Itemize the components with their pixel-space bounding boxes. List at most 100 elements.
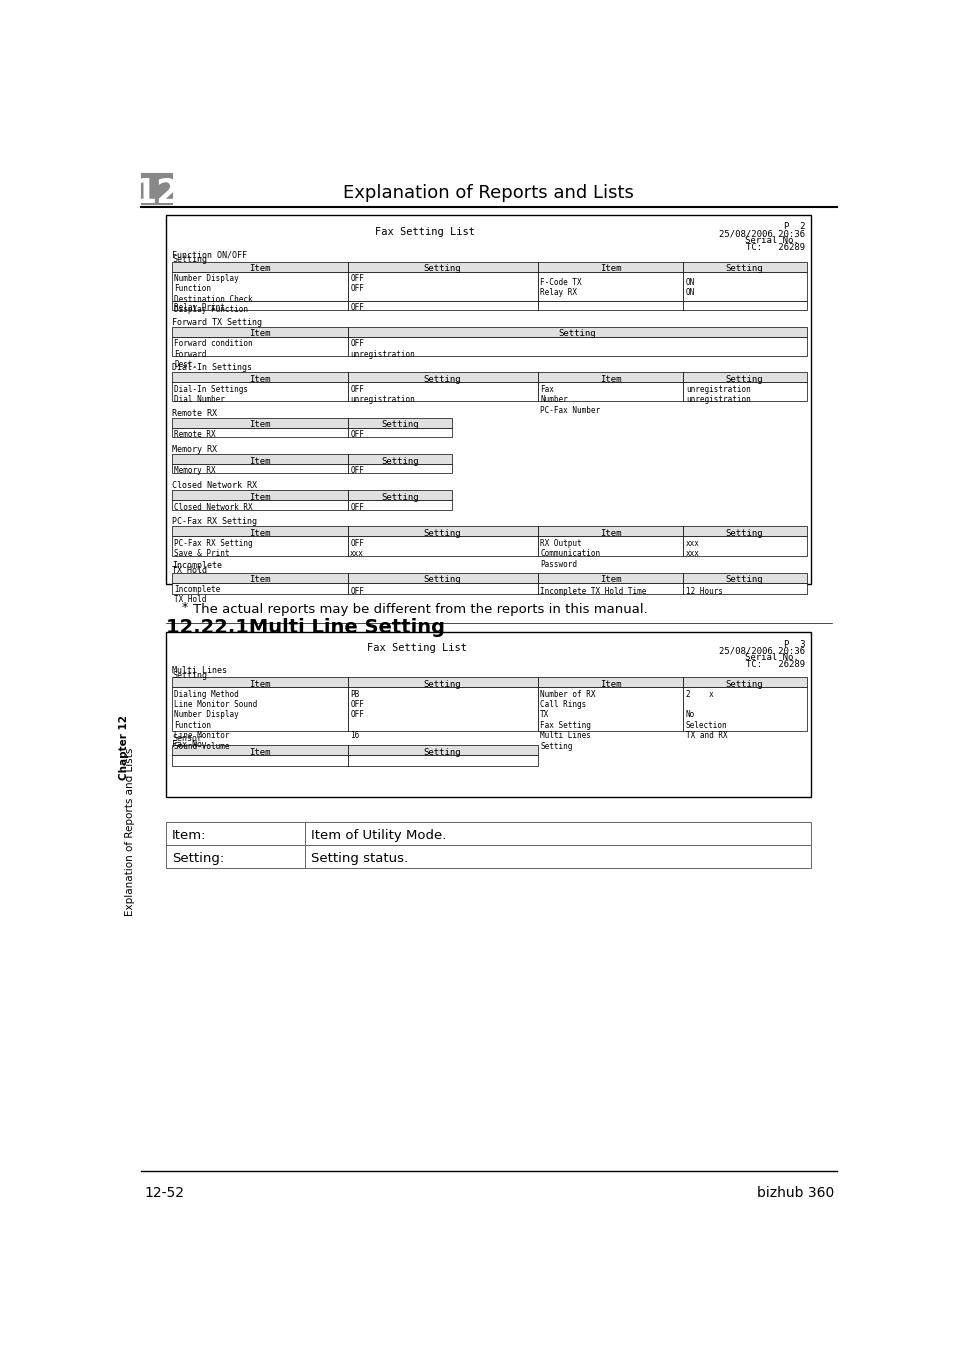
Text: Item: Item (249, 264, 270, 273)
Bar (172, 337, 348, 356)
Bar (172, 573, 348, 583)
Bar (166, 822, 305, 845)
Text: OFF: OFF (350, 466, 364, 476)
Text: Number Display
Function
Destination Check
Display Function: Number Display Function Destination Chec… (174, 274, 253, 314)
Text: Fax No.: Fax No. (172, 740, 207, 749)
Text: Setting: Setting (380, 457, 418, 465)
Text: RX Output
Communication
Password: RX Output Communication Password (539, 538, 599, 569)
Text: Forward TX Setting: Forward TX Setting (172, 318, 262, 327)
Text: OFF: OFF (350, 503, 364, 511)
Text: OFF: OFF (350, 303, 364, 312)
Bar (682, 573, 806, 583)
Bar (305, 822, 810, 845)
Bar (348, 261, 537, 272)
Text: 12.22.1Multi Line Setting: 12.22.1Multi Line Setting (166, 618, 444, 637)
Text: Setting: Setting (380, 420, 418, 430)
Text: TC:   26289: TC: 26289 (745, 243, 804, 251)
Text: OFF
xxx: OFF xxx (350, 538, 364, 558)
Text: Item: Item (249, 680, 270, 688)
Bar (537, 687, 682, 730)
Bar (537, 677, 682, 687)
Text: ON
ON: ON ON (685, 277, 695, 297)
Text: Remote RX: Remote RX (174, 430, 215, 439)
Text: OFF: OFF (350, 430, 364, 439)
Bar (348, 272, 537, 301)
Bar (172, 261, 348, 272)
Bar (348, 383, 537, 402)
Text: xxx
xxx: xxx xxx (685, 538, 699, 558)
Text: PB
OFF
OFF

16: PB OFF OFF 16 (350, 690, 364, 741)
Text: P  3: P 3 (782, 639, 804, 649)
Text: Item: Item (249, 492, 270, 502)
Bar (172, 537, 348, 557)
Bar (141, 173, 172, 204)
Bar (348, 327, 806, 337)
Bar (682, 537, 806, 557)
Text: Multi Lines: Multi Lines (172, 665, 227, 675)
Text: Item: Item (249, 748, 270, 757)
Text: Fax Setting List: Fax Setting List (367, 642, 467, 653)
Text: Item: Item (599, 529, 620, 538)
Bar (172, 427, 348, 437)
Bar (537, 383, 682, 402)
Bar (166, 631, 810, 798)
Text: Setting status.: Setting status. (311, 852, 408, 865)
Text: Setting: Setting (172, 671, 207, 680)
Bar (166, 215, 810, 584)
Bar (348, 573, 537, 583)
Bar (348, 454, 452, 464)
Text: Setting: Setting (380, 492, 418, 502)
Text: Setting: Setting (558, 330, 596, 338)
Bar (348, 687, 537, 730)
Text: Remote RX: Remote RX (172, 408, 216, 418)
Text: Incomplete
TX Hold: Incomplete TX Hold (174, 585, 220, 604)
Bar (348, 526, 537, 537)
Bar (348, 677, 537, 687)
Bar (172, 500, 348, 510)
Text: Setting: Setting (172, 256, 207, 265)
Bar (172, 372, 348, 383)
Text: 12-52: 12-52 (145, 1186, 185, 1201)
Text: Dial-In Settings
Dial Number: Dial-In Settings Dial Number (174, 385, 248, 404)
Bar (172, 418, 348, 427)
Bar (537, 261, 682, 272)
Text: Setting: Setting (423, 529, 460, 538)
Bar (348, 418, 452, 427)
Text: Setting: Setting (423, 575, 460, 584)
Text: TC:   26289: TC: 26289 (745, 660, 804, 669)
Bar (348, 756, 537, 767)
Bar (348, 464, 452, 473)
Text: Item: Item (599, 680, 620, 688)
Bar (172, 526, 348, 537)
Text: Sensor: Sensor (172, 734, 202, 744)
Bar (682, 526, 806, 537)
Text: Item:: Item: (172, 829, 206, 842)
Text: Item: Item (249, 420, 270, 430)
Text: 25/08/2006 20:36: 25/08/2006 20:36 (719, 230, 804, 238)
Text: Setting:: Setting: (172, 852, 224, 865)
Text: Item: Item (249, 457, 270, 465)
Bar (348, 491, 452, 500)
Bar (537, 301, 682, 310)
Text: Chapter 12: Chapter 12 (119, 715, 129, 780)
Bar (166, 845, 305, 868)
Bar (172, 745, 348, 756)
Bar (348, 372, 537, 383)
Bar (537, 583, 682, 595)
Bar (172, 583, 348, 595)
Bar (537, 573, 682, 583)
Text: OFF: OFF (350, 587, 364, 595)
Bar (172, 327, 348, 337)
Text: Setting: Setting (725, 680, 762, 688)
Text: Dial-In Settings: Dial-In Settings (172, 364, 252, 372)
Text: Item of Utility Mode.: Item of Utility Mode. (311, 829, 446, 842)
Text: Setting: Setting (423, 264, 460, 273)
Text: P  2: P 2 (782, 222, 804, 231)
Bar (348, 337, 806, 356)
Bar (172, 491, 348, 500)
Bar (682, 372, 806, 383)
Text: Item: Item (249, 529, 270, 538)
Bar (537, 272, 682, 301)
Text: 12 Hours: 12 Hours (685, 587, 722, 595)
Text: F-Code TX
Relay RX: F-Code TX Relay RX (539, 277, 581, 297)
